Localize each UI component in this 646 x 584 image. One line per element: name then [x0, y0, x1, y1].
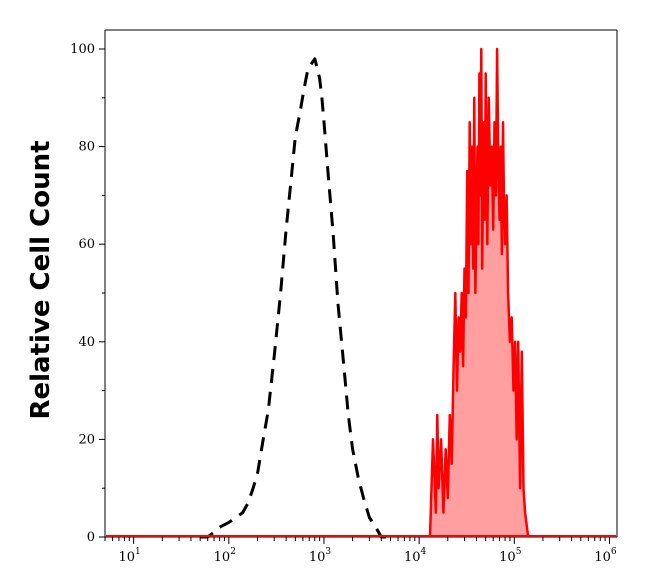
series-1-line [428, 47, 530, 538]
y-tick-label-3: 60 [78, 237, 95, 252]
y-tick-label-1: 20 [78, 432, 95, 447]
x-tick-label-5: 106 [594, 547, 617, 565]
y-ticks: 0 20 40 60 80 100 [70, 42, 105, 545]
x-tick-label-3: 104 [404, 547, 427, 565]
series-0-line [200, 57, 387, 539]
x-tick-label-2: 103 [309, 547, 332, 565]
y-tick-label-5: 100 [70, 42, 95, 57]
series-layer [106, 47, 616, 539]
x-tick-label-0: 101 [119, 547, 141, 565]
x-tick-label-1: 102 [214, 547, 236, 565]
plot-frame [104, 29, 618, 538]
x-tick-label-4: 105 [499, 547, 522, 565]
y-axis-title: Relative Cell Count [26, 140, 56, 419]
y-tick-label-2: 40 [78, 335, 95, 350]
x-ticks: 101 102 103 104 105 106 [119, 537, 617, 565]
y-tick-label-4: 80 [78, 140, 95, 155]
y-tick-label-0: 0 [87, 530, 95, 545]
series-1-area [430, 49, 529, 537]
minor-ticks [102, 97, 606, 541]
